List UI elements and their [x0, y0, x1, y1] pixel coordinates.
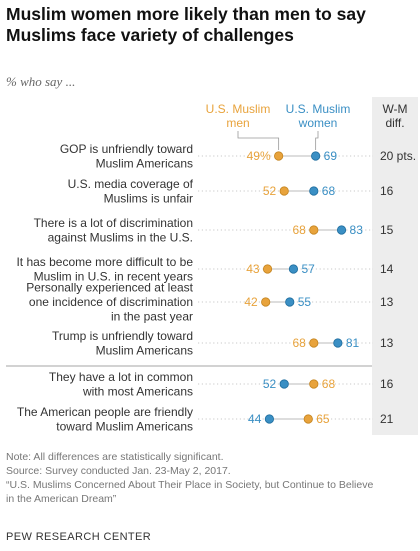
women-value-label-1: 69 [324, 149, 338, 163]
men-value-label-2: 52 [263, 184, 277, 198]
women-dot-5 [285, 297, 295, 307]
row-label-6-line-2: Muslim Americans [96, 343, 193, 357]
diff-value-7: 16 [380, 377, 394, 391]
row-label-6-line-1: Trump is unfriendly toward [52, 329, 193, 343]
women-dot-1 [311, 151, 321, 161]
women-dot-3 [336, 225, 347, 235]
diff-value-4: 14 [380, 262, 394, 276]
legend-men-leader [237, 131, 280, 150]
row-label-8-line-2: toward Muslim Americans [56, 419, 193, 433]
row-label-1-line-1: GOP is unfriendly toward [60, 142, 193, 156]
diff-value-5: 13 [380, 295, 394, 309]
legend-diff-line-2: diff. [385, 116, 404, 130]
women-value-label-5: 55 [298, 295, 312, 309]
legend-women-line-1: U.S. Muslim [286, 102, 351, 116]
row-label-7-line-2: with most Americans [82, 384, 193, 398]
organization-name: PEW RESEARCH CENTER [6, 531, 152, 543]
women-dot-7 [279, 379, 289, 389]
men-dot-4 [262, 264, 273, 274]
source-text: Source: Survey conducted Jan. 23-May 2, … [6, 465, 231, 477]
row-label-4-line-2: Muslim in U.S. in recent years [34, 269, 193, 283]
note-text: Note: All differences are statistically … [6, 451, 224, 463]
row-label-1-line-2: Muslim Americans [96, 156, 193, 170]
men-dot-3 [309, 225, 319, 235]
men-value-label-4: 43 [246, 262, 260, 276]
row-label-5-line-1: Personally experienced at least [26, 281, 193, 295]
men-dot-8 [303, 414, 313, 424]
row-label-2-line-1: U.S. media coverage of [68, 177, 194, 191]
men-value-label-8: 65 [316, 412, 330, 426]
row-label-5-line-3: in the past year [111, 310, 193, 324]
women-value-label-6: 81 [346, 336, 360, 350]
row-label-8-line-1: The American people are friendly [17, 405, 193, 419]
men-value-label-3: 68 [292, 223, 306, 237]
women-value-label-2: 68 [322, 184, 336, 198]
chart-subtitle: % who say ... [6, 74, 76, 89]
row-label-7-line-1: They have a lot in common [49, 370, 193, 384]
legend-men-line-2: men [226, 116, 249, 130]
legend-women-line-2: women [298, 116, 338, 130]
men-dot-7 [309, 379, 319, 389]
report-title-line-2: in the American Dream” [6, 493, 117, 505]
row-label-5-line-2: one incidence of discrimination [29, 295, 193, 309]
men-value-label-7: 68 [322, 377, 336, 391]
women-dot-2 [309, 186, 319, 196]
diff-value-2: 16 [380, 184, 394, 198]
men-dot-5 [261, 297, 271, 307]
diff-value-1: 20 pts. [380, 149, 416, 163]
diff-value-3: 15 [380, 223, 394, 237]
women-dot-8 [264, 414, 274, 424]
legend-men-line-1: U.S. Muslim [206, 102, 271, 116]
men-value-label-6: 68 [292, 336, 306, 350]
row-label-3-line-2: against Muslims in the U.S. [48, 230, 193, 244]
diff-value-8: 21 [380, 412, 394, 426]
women-value-label-3: 83 [350, 223, 364, 237]
diff-column-background [372, 97, 418, 435]
women-dot-4 [288, 264, 299, 274]
men-dot-6 [309, 338, 319, 348]
legend-women-leader [315, 131, 319, 150]
report-title-line-1: “U.S. Muslims Concerned About Their Plac… [6, 479, 374, 491]
women-value-label-4: 57 [301, 262, 315, 276]
men-dot-2 [279, 186, 289, 196]
men-dot-1 [274, 151, 284, 161]
chart-title: Muslim women more likely than men to say… [6, 4, 366, 45]
men-value-label-5: 42 [244, 295, 258, 309]
row-label-3-line-1: There is a lot of discrimination [34, 216, 193, 230]
row-label-2-line-2: Muslims is unfair [104, 191, 193, 205]
row-label-4-line-1: It has become more difficult to be [16, 255, 193, 269]
women-value-label-7: 52 [263, 377, 277, 391]
men-value-label-1: 49% [247, 149, 271, 163]
women-dot-6 [333, 338, 343, 348]
women-value-label-8: 44 [248, 412, 262, 426]
legend-diff-line-1: W-M [382, 102, 407, 116]
diff-value-6: 13 [380, 336, 394, 350]
